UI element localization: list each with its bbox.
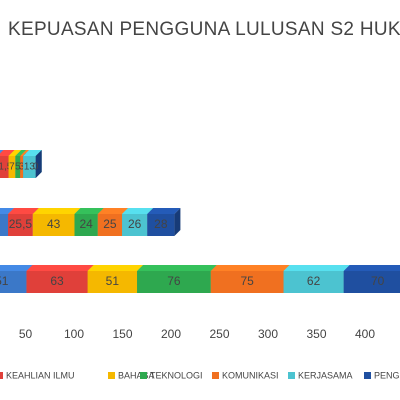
legend-label: KERJASAMA	[298, 370, 353, 380]
bar-top	[26, 265, 94, 271]
bar-top	[87, 265, 144, 271]
legend-label: PENGE	[374, 370, 400, 380]
x-tick-label: 200	[161, 327, 181, 341]
x-tick-label: 100	[64, 327, 84, 341]
bar	[8, 156, 16, 178]
data-label: 24	[79, 217, 93, 231]
bar	[0, 214, 9, 236]
bar	[343, 271, 400, 293]
bar	[0, 156, 9, 178]
data-label: 5	[15, 162, 21, 173]
bar	[26, 271, 88, 293]
data-label: 75	[240, 274, 254, 288]
legend-label: BAHASA	[118, 370, 155, 380]
legend-marker	[364, 372, 371, 379]
legend-label: KEAHLIAN ILMU	[6, 370, 75, 380]
bar	[137, 271, 211, 293]
bar-top	[343, 265, 400, 271]
bar-top	[15, 150, 27, 156]
bar	[8, 214, 33, 236]
data-label: 28	[154, 217, 168, 231]
bar	[23, 156, 36, 178]
bar	[97, 214, 123, 236]
bar	[87, 271, 138, 293]
data-label: 13	[24, 162, 36, 173]
legend-marker	[140, 372, 147, 379]
bar-top	[32, 208, 81, 214]
data-label: 25	[103, 217, 117, 231]
x-tick-label: 300	[258, 327, 278, 341]
bar-top	[147, 208, 181, 214]
data-label: 70	[371, 274, 385, 288]
legend-label: KOMUNIKASI	[222, 370, 279, 380]
bar-top	[210, 265, 290, 271]
bar-side	[174, 208, 181, 236]
x-tick-label: 400	[355, 327, 375, 341]
bar	[32, 214, 75, 236]
bar-top	[23, 150, 42, 156]
bar	[147, 214, 175, 236]
bar-top	[8, 150, 22, 156]
bar-side	[35, 150, 42, 178]
legend-label: TEKNOLOGI	[150, 370, 203, 380]
data-label: 25,5	[9, 217, 33, 231]
bar	[210, 271, 284, 293]
bar	[283, 271, 344, 293]
data-label: 51	[0, 274, 9, 288]
x-tick-label: 150	[112, 327, 132, 341]
data-label: 26	[128, 217, 142, 231]
legend-marker	[288, 372, 295, 379]
bar-top	[20, 150, 30, 156]
chart-title: KEPUASAN PENGGUNA LULUSAN S2 HUKUM 2023	[8, 19, 400, 40]
bar-top	[0, 265, 33, 271]
x-tick-label: 50	[19, 327, 33, 341]
bar	[15, 156, 21, 178]
data-label: 76	[167, 274, 181, 288]
bar	[74, 214, 98, 236]
data-label: 51	[106, 274, 120, 288]
data-label: 7	[9, 162, 15, 173]
bar-top	[122, 208, 154, 214]
bar	[0, 271, 27, 293]
bar-top	[97, 208, 129, 214]
x-tick-label: 350	[307, 327, 327, 341]
bar	[20, 156, 24, 178]
bar-top	[8, 208, 39, 214]
data-label: 3	[19, 162, 25, 173]
bar-top	[0, 150, 15, 156]
legend-marker	[0, 372, 3, 379]
data-label: 43	[47, 217, 61, 231]
data-label: 63	[50, 274, 64, 288]
x-tick-label: 250	[209, 327, 229, 341]
bar-top	[0, 150, 4, 154]
data-label: 62	[307, 274, 321, 288]
bar-top	[0, 208, 15, 214]
legend-marker	[108, 372, 115, 379]
data-label: 11,5	[0, 162, 13, 173]
legend-marker	[212, 372, 219, 379]
bar-top	[283, 265, 350, 271]
bar-top	[137, 265, 217, 271]
data-label: 0	[33, 162, 39, 173]
bar-top	[74, 208, 104, 214]
bar	[122, 214, 148, 236]
